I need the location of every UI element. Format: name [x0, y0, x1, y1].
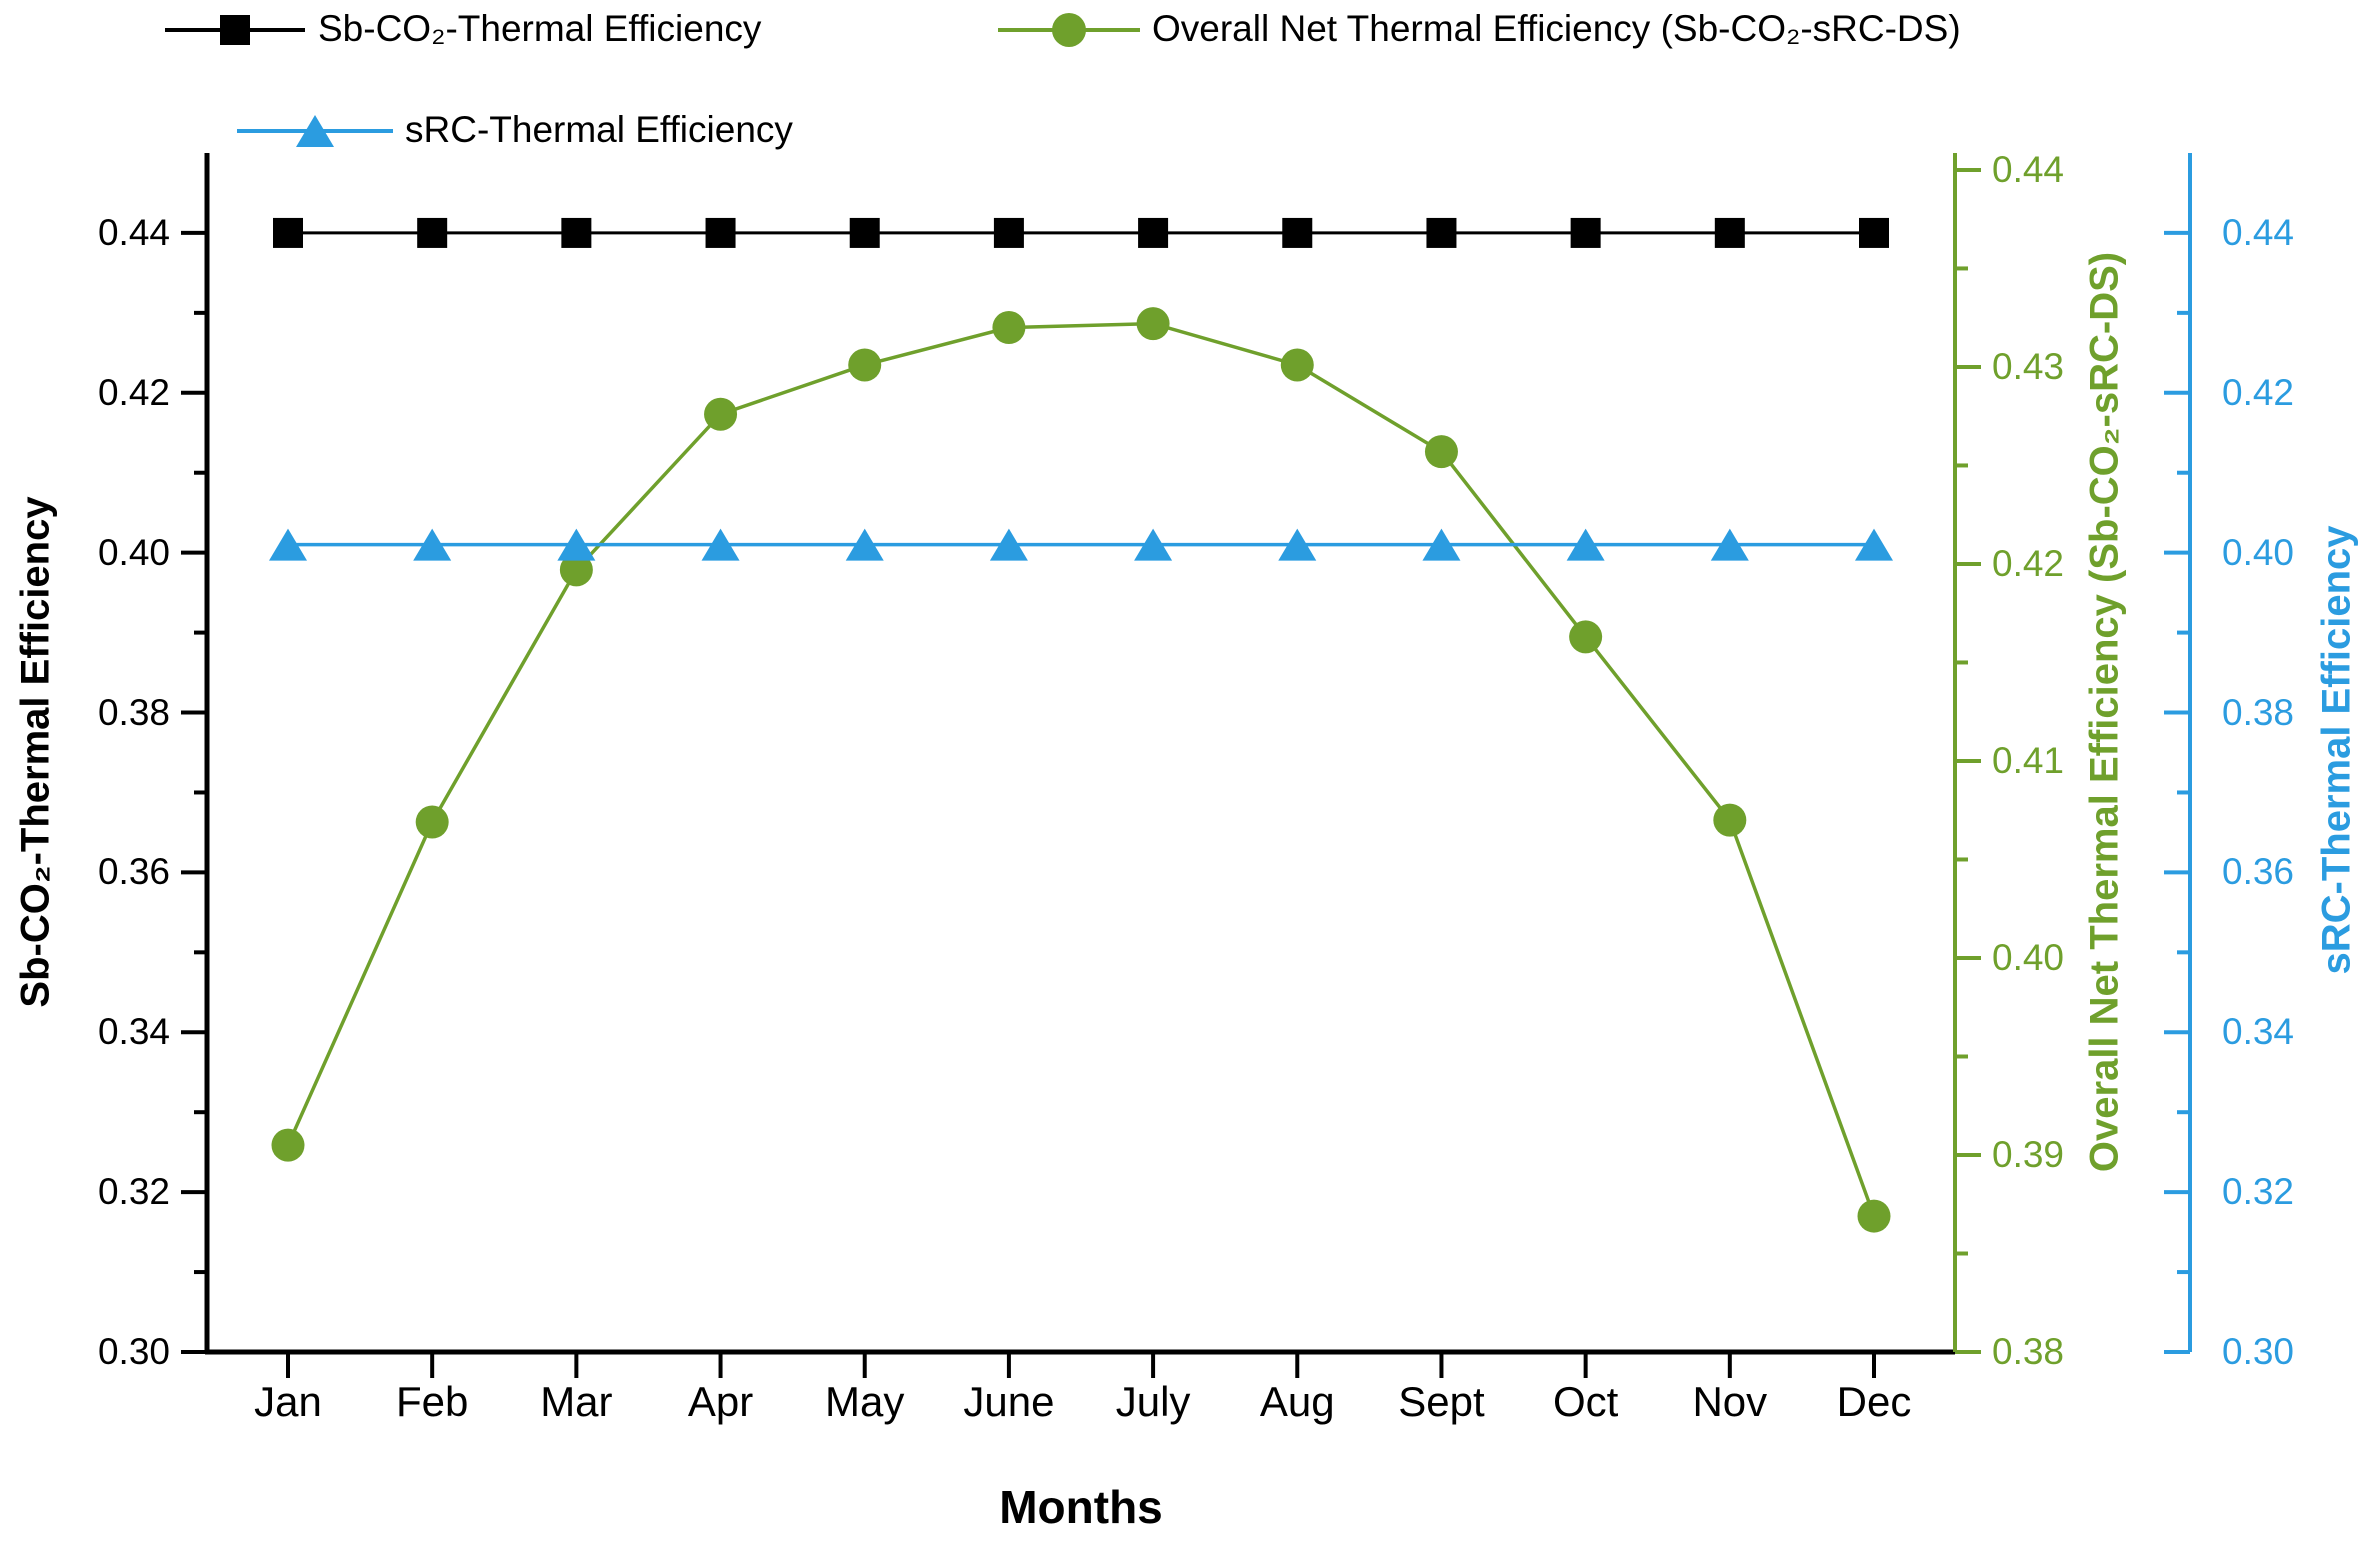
data-point-triangle — [1134, 528, 1173, 561]
data-point-circle — [992, 311, 1026, 345]
x-axis-tick-label: Aug — [1259, 1378, 1335, 1425]
blue-axis-tick-label: 0.32 — [2222, 1171, 2295, 1213]
blue-axis-tick-label: 0.42 — [2222, 371, 2295, 413]
x-axis-tick-label: Mar — [540, 1378, 613, 1425]
data-point-square — [1138, 217, 1169, 248]
x-axis-tick-label: Feb — [395, 1378, 469, 1425]
green-axis-title: Overall Net Thermal Efficiency (Sb-CO₂-s… — [2082, 251, 2127, 1173]
data-point-square — [1859, 217, 1889, 248]
data-point-triangle — [845, 528, 884, 561]
data-point-triangle — [1422, 528, 1461, 561]
data-point-triangle — [1278, 528, 1317, 561]
green-axis-tick-label: 0.42 — [1992, 542, 2065, 584]
x-axis-tick-label: Oct — [1552, 1378, 1619, 1425]
left-axis-tick-label: 0.36 — [97, 851, 170, 893]
series-line-1 — [286, 321, 1876, 1217]
blue-axis-tick-label: 0.40 — [2222, 531, 2295, 573]
x-axis-tick-label: Dec — [1836, 1378, 1912, 1425]
data-point-circle — [1280, 348, 1314, 382]
green-axis-tick-label: 0.39 — [1992, 1133, 2065, 1175]
legend-label-sbco2: Sb-CO₂-Thermal Efficiency — [318, 8, 762, 49]
green-axis-tick-label: 0.44 — [1992, 148, 2065, 190]
data-point-square — [1570, 217, 1601, 248]
black-square-marker-icon — [220, 15, 250, 45]
data-point-triangle — [1566, 528, 1605, 561]
x-axis-title: Months — [999, 1481, 1163, 1533]
blue-axis-tick-label: 0.34 — [2222, 1011, 2295, 1053]
data-point-square — [705, 217, 736, 248]
green-axis-tick-label: 0.40 — [1992, 936, 2065, 978]
blue-axis-tick-label: 0.38 — [2222, 691, 2295, 733]
blue-axis-tick-label: 0.36 — [2222, 851, 2295, 893]
data-point-square — [993, 217, 1024, 248]
data-point-triangle — [1710, 528, 1749, 561]
data-point-square — [1714, 217, 1745, 248]
data-point-square — [1282, 217, 1313, 248]
blue-triangle-marker-icon — [296, 115, 334, 147]
data-point-circle — [559, 553, 593, 587]
data-point-circle — [704, 397, 738, 431]
data-point-triangle — [989, 528, 1028, 561]
data-point-square — [849, 217, 880, 248]
left-axis-tick-label: 0.38 — [97, 691, 170, 733]
data-point-circle — [1713, 803, 1747, 837]
x-axis-tick-label: Nov — [1692, 1378, 1768, 1425]
left-axis-tick-label: 0.32 — [97, 1171, 170, 1213]
x-axis-tick-label: Sept — [1398, 1378, 1485, 1425]
green-axis-tick-label: 0.41 — [1992, 739, 2065, 781]
data-point-circle — [271, 1128, 305, 1162]
green-circle-marker-icon — [1052, 13, 1086, 47]
data-point-triangle — [1855, 528, 1893, 561]
data-point-triangle — [413, 528, 452, 561]
blue-axis-title: sRC-Thermal Efficiency — [2314, 525, 2359, 975]
left-axis-tick-label: 0.40 — [97, 531, 170, 573]
left-axis-tick-label: 0.44 — [97, 211, 170, 253]
blue-axis-tick-label: 0.30 — [2222, 1331, 2295, 1372]
data-point-triangle — [701, 528, 740, 561]
data-point-circle — [415, 805, 449, 839]
x-axis-tick-label: Jan — [254, 1378, 322, 1425]
x-axis-tick-label: May — [825, 1378, 905, 1425]
data-point-square — [273, 217, 303, 248]
data-point-circle — [848, 348, 882, 382]
left-axis-tick-label: 0.34 — [97, 1011, 170, 1053]
data-point-square — [417, 217, 448, 248]
data-point-triangle — [269, 528, 307, 561]
data-point-circle — [1136, 307, 1170, 341]
blue-axis-tick-label: 0.44 — [2222, 211, 2295, 253]
data-point-square — [1426, 217, 1457, 248]
data-point-circle — [1569, 620, 1603, 654]
legend-label-src: sRC-Thermal Efficiency — [405, 109, 793, 150]
x-axis-tick-label: July — [1115, 1378, 1191, 1425]
left-axis-tick-label: 0.30 — [97, 1331, 170, 1372]
data-point-square — [561, 217, 592, 248]
left-axis-tick-label: 0.42 — [97, 371, 170, 413]
x-axis-tick-label: June — [963, 1378, 1055, 1425]
green-axis-tick-label: 0.38 — [1992, 1331, 2065, 1372]
green-axis-tick-label: 0.43 — [1992, 345, 2065, 387]
data-point-circle — [1424, 435, 1458, 469]
data-point-circle — [1857, 1199, 1891, 1233]
legend-label-overall: Overall Net Thermal Efficiency (Sb-CO₂-s… — [1152, 8, 1961, 49]
x-axis-tick-label: Apr — [687, 1378, 754, 1425]
left-axis-title: Sb-CO₂-Thermal Efficiency — [13, 496, 58, 1008]
data-point-triangle — [557, 528, 596, 561]
